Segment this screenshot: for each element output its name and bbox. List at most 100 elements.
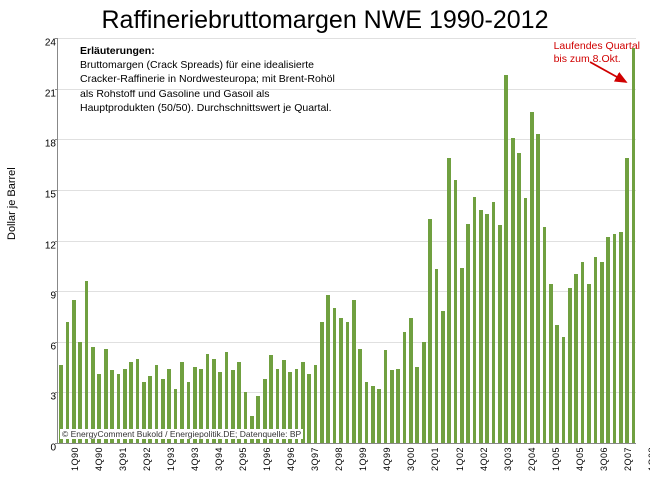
bar	[524, 198, 528, 443]
chart-title: Raffineriebruttomargen NWE 1990-2012	[0, 6, 650, 35]
bar	[485, 214, 489, 444]
bar	[422, 342, 426, 443]
x-label-slot: 3Q03	[491, 445, 515, 455]
bar	[574, 274, 578, 443]
x-tick-label: 1Q93	[166, 447, 176, 471]
bar	[358, 349, 362, 444]
x-label-slot: 4Q90	[82, 445, 106, 455]
x-label-slot: 3Q91	[106, 445, 130, 455]
x-label-slot: 4Q99	[370, 445, 394, 455]
y-tick-mark	[55, 190, 58, 191]
bar	[555, 325, 559, 443]
y-tick-label: 18	[45, 139, 56, 150]
x-label-slot: 1Q96	[250, 445, 274, 455]
bar	[619, 232, 623, 443]
y-tick-label: 12	[45, 240, 56, 251]
x-tick-label: 1Q99	[358, 447, 368, 471]
bar	[594, 257, 598, 443]
bar	[479, 210, 483, 443]
x-label-slot: 1Q05	[539, 445, 563, 455]
x-tick-label: 4Q96	[286, 447, 296, 471]
bar	[415, 367, 419, 443]
y-tick-mark	[55, 89, 58, 90]
x-tick-label: 4Q90	[94, 447, 104, 471]
y-tick-label: 0	[50, 443, 56, 454]
bar	[498, 225, 502, 443]
x-label-slot: 3Q97	[298, 445, 322, 455]
x-label-slot: 1Q90	[58, 445, 82, 455]
x-tick-label: 2Q95	[238, 447, 248, 471]
x-label-slot: 3Q00	[394, 445, 418, 455]
x-label-slot: 1Q02	[443, 445, 467, 455]
y-axis-title: Dollar je Barrel	[6, 167, 18, 240]
x-tick-label: 4Q05	[575, 447, 585, 471]
x-label-slot: 3Q06	[587, 445, 611, 455]
y-tick-mark	[55, 342, 58, 343]
bar	[396, 369, 400, 443]
x-tick-label: 3Q91	[118, 447, 128, 471]
x-label-slot: 2Q07	[611, 445, 635, 455]
bar	[66, 322, 70, 444]
x-label-slot: 1Q99	[346, 445, 370, 455]
x-tick-label: 4Q93	[190, 447, 200, 471]
y-tick-mark	[55, 38, 58, 39]
x-tick-label: 1Q02	[455, 447, 465, 471]
bar	[78, 342, 82, 443]
x-tick-label: 1Q05	[551, 447, 561, 471]
bar	[504, 75, 508, 443]
bar	[352, 300, 356, 443]
y-tick-mark	[55, 291, 58, 292]
bar	[320, 322, 324, 444]
x-tick-label: 3Q00	[406, 447, 416, 471]
x-tick-label: 2Q92	[142, 447, 152, 471]
bar	[543, 227, 547, 443]
bar	[600, 262, 604, 443]
bar	[568, 288, 572, 443]
x-label-slot: 2Q98	[322, 445, 346, 455]
bar	[365, 382, 369, 443]
x-tick-label: 2Q98	[334, 447, 344, 471]
x-tick-label: 2Q01	[430, 447, 440, 471]
bar	[517, 153, 521, 443]
bar	[549, 284, 553, 443]
x-tick-label: 4Q99	[382, 447, 392, 471]
y-tick-label: 9	[50, 291, 56, 302]
bar	[72, 300, 76, 443]
bar	[371, 386, 375, 443]
y-tick-mark	[55, 241, 58, 242]
bar	[441, 311, 445, 443]
bar	[333, 308, 337, 443]
bar	[606, 237, 610, 443]
bar	[530, 112, 534, 443]
bar	[85, 281, 89, 443]
x-tick-label: 3Q94	[214, 447, 224, 471]
x-tick-label: 2Q04	[527, 447, 537, 471]
x-tick-label: 4Q02	[479, 447, 489, 471]
x-tick-label: 1Q96	[262, 447, 272, 471]
chart-container: Raffineriebruttomargen NWE 1990-2012 Erl…	[0, 0, 650, 503]
y-tick-mark	[55, 392, 58, 393]
bar	[625, 158, 629, 443]
bar	[473, 197, 477, 443]
bar	[587, 284, 591, 443]
bar	[466, 224, 470, 443]
plot-area: © EnergyComment Bukold / Energiepolitik.…	[58, 38, 636, 443]
bar-slot	[630, 38, 636, 443]
y-tick-mark	[55, 443, 58, 444]
x-axis-labels: 1Q904Q903Q912Q921Q934Q933Q942Q951Q964Q96…	[58, 445, 636, 455]
bar	[562, 337, 566, 443]
y-tick-label: 3	[50, 392, 56, 403]
bar	[428, 219, 432, 443]
bar	[403, 332, 407, 443]
y-tick-mark	[55, 139, 58, 140]
bar	[460, 268, 464, 444]
bar	[326, 295, 330, 444]
x-tick-label: 3Q97	[310, 447, 320, 471]
y-tick-label: 21	[45, 88, 56, 99]
x-label-slot: 1Q08	[635, 445, 650, 455]
x-label-slot: 4Q96	[274, 445, 298, 455]
bar	[346, 322, 350, 444]
x-axis-line	[58, 443, 636, 444]
x-label-slot: 2Q95	[226, 445, 250, 455]
bar	[613, 234, 617, 443]
